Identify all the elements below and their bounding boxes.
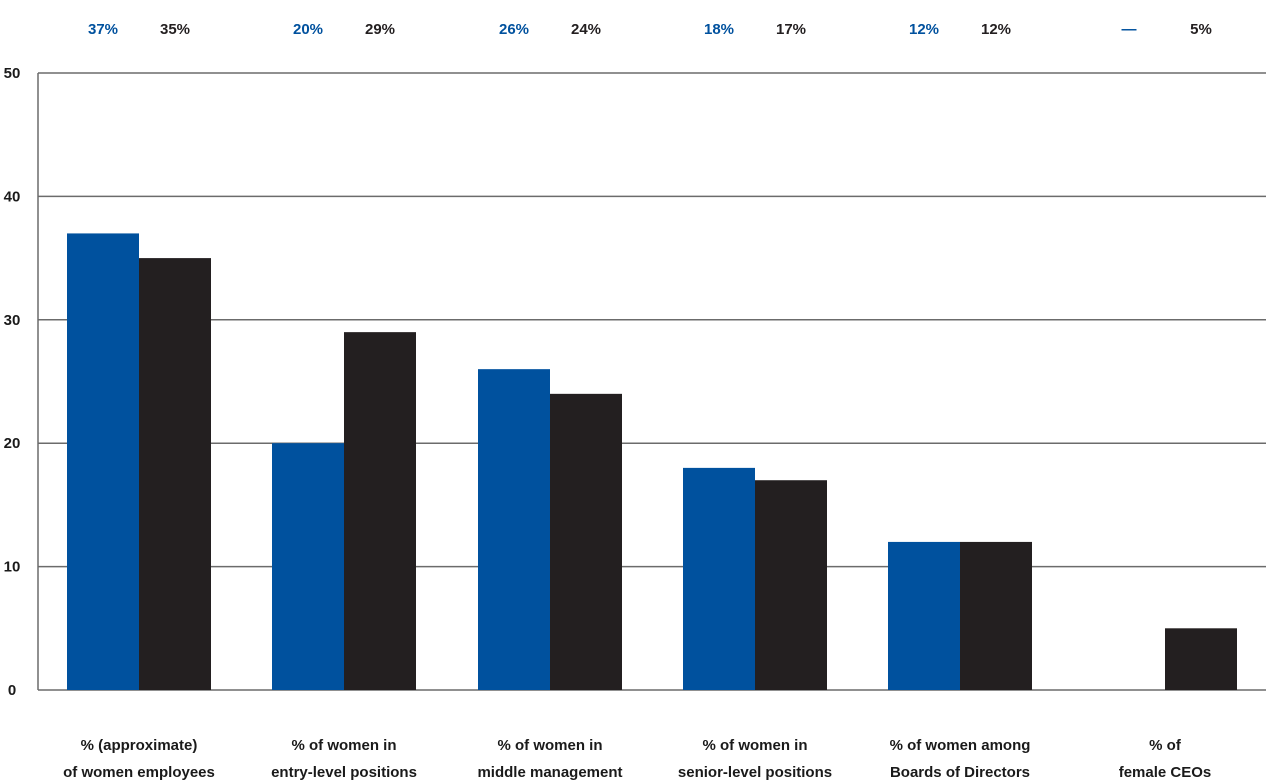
y-tick-label: 20 [4, 435, 21, 452]
top-label-series1-cat3: 26% [499, 21, 529, 38]
category-label-1: % (approximate) of women employees [63, 737, 215, 781]
category-label-4: % of women in senior-level positions [678, 737, 832, 781]
category-label-line: of women employees [63, 764, 215, 781]
category-label-6: % of female CEOs [1119, 737, 1212, 781]
bar-series2-cat1 [139, 258, 211, 690]
category-label-line: % of [1149, 737, 1182, 754]
bar-series2-cat4 [755, 480, 827, 690]
y-tick-label: 0 [8, 682, 16, 699]
category-label-line: % of women among [890, 737, 1031, 754]
bars [67, 233, 1237, 691]
top-label-series2-cat6: 5% [1190, 21, 1212, 38]
y-tick-label: 10 [4, 559, 21, 576]
top-label-series2-cat3: 24% [571, 21, 601, 38]
y-axis: 0 10 20 30 40 50 [4, 65, 39, 699]
top-label-series1-cat2: 20% [293, 21, 323, 38]
category-label-line: % (approximate) [81, 737, 198, 754]
category-label-3: % of women in middle management [477, 737, 622, 781]
bar-series1-cat5 [888, 541, 960, 690]
category-label-line: senior-level positions [678, 764, 832, 781]
bar-series2-cat6 [1165, 628, 1237, 690]
category-label-2: % of women in entry-level positions [271, 737, 417, 781]
category-label-line: % of women in [292, 737, 397, 754]
top-label-series2-cat4: 17% [776, 21, 806, 38]
category-label-line: % of women in [703, 737, 808, 754]
top-value-labels: 37% 20% 26% 18% 12% — 35% 29% 24% 17% 12% 5% [88, 21, 1212, 38]
category-label-line: % of women in [498, 737, 603, 754]
bar-series1-cat4 [683, 467, 755, 690]
gridlines [38, 72, 1266, 691]
bar-series1-cat3 [478, 369, 550, 690]
bar-series2-cat2 [344, 332, 416, 690]
category-label-line: female CEOs [1119, 764, 1212, 781]
bar-series1-cat2 [272, 443, 344, 690]
top-label-series1-cat6: — [1122, 21, 1137, 38]
y-tick-label: 50 [4, 65, 21, 82]
top-label-series2-cat1: 35% [160, 21, 190, 38]
top-label-series1-cat1: 37% [88, 21, 118, 38]
category-label-5: % of women among Boards of Directors [890, 737, 1031, 781]
bar-series1-cat1 [67, 233, 139, 691]
bar-series2-cat5 [960, 541, 1032, 690]
top-label-series2-cat2: 29% [365, 21, 395, 38]
y-tick-label: 40 [4, 188, 21, 205]
bar-series2-cat3 [550, 393, 622, 690]
category-labels: % (approximate) of women employees % of wo… [63, 737, 1211, 781]
category-label-line: entry-level positions [271, 764, 417, 781]
top-label-series1-cat5: 12% [909, 21, 939, 38]
category-label-line: Boards of Directors [890, 764, 1030, 781]
category-label-line: middle management [477, 764, 622, 781]
top-label-series1-cat4: 18% [704, 21, 734, 38]
top-label-series2-cat5: 12% [981, 21, 1011, 38]
y-tick-label: 30 [4, 312, 21, 329]
